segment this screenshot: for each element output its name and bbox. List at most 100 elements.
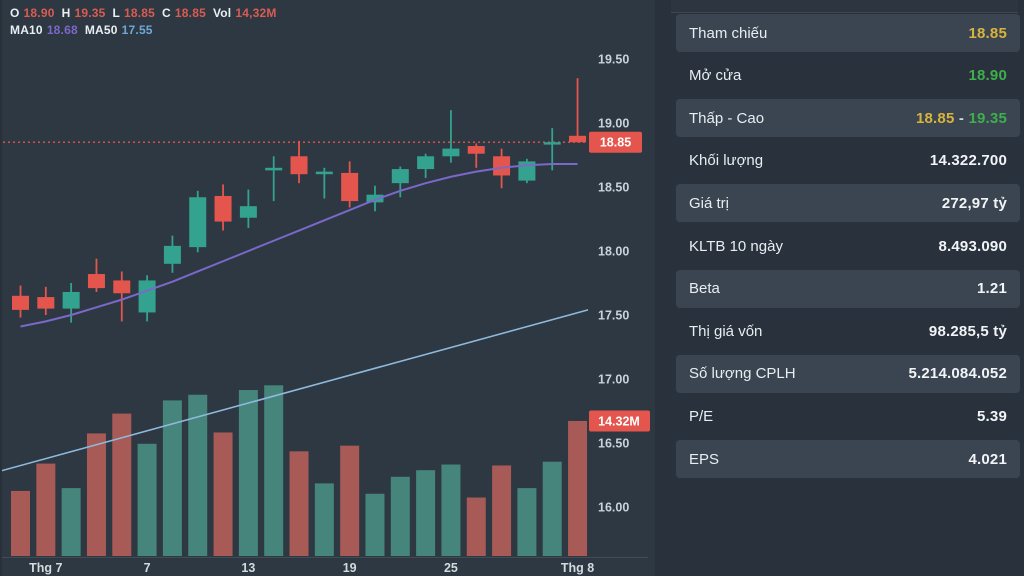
legend-label: Vol bbox=[212, 6, 232, 20]
volume-bar bbox=[112, 413, 132, 556]
panel-row-value: 18.90 bbox=[968, 67, 1007, 84]
volume-bar bbox=[365, 493, 385, 556]
x-axis-tick: 25 bbox=[444, 561, 458, 575]
volume-bar bbox=[441, 464, 461, 556]
ma-legend-label: MA50 bbox=[84, 23, 118, 37]
candle-body bbox=[214, 195, 232, 222]
legend-label: L bbox=[112, 6, 121, 20]
volume-bar bbox=[162, 400, 182, 556]
x-axis-tick: Thg 7 bbox=[29, 561, 62, 575]
panel-value-segment: - bbox=[954, 109, 969, 127]
panel-value-segment: 18.90 bbox=[968, 67, 1007, 85]
panel-row-label: Khối lượng bbox=[689, 152, 764, 170]
candle-body bbox=[366, 194, 384, 203]
panel-row-10: P/E 5.39 bbox=[676, 397, 1020, 435]
panel-value-segment: 4.021 bbox=[968, 450, 1007, 468]
panel-row-1: Tham chiếu 18.85 bbox=[676, 14, 1020, 52]
panel-row-label: Thấp - Cao bbox=[689, 109, 765, 127]
candlestick-chart[interactable]: 19.50 19.00 18.50 18.00 17.50 17.00 16.50 16.00… bbox=[0, 0, 655, 576]
candle-body bbox=[113, 280, 131, 294]
volume-bar bbox=[517, 488, 537, 556]
legend-value: 18.85 bbox=[174, 6, 206, 20]
legend-label: O bbox=[10, 6, 20, 20]
last-price-tag: 18.85 bbox=[589, 131, 642, 153]
legend-label: C bbox=[162, 6, 171, 20]
ma-legend-value: 17.55 bbox=[121, 23, 153, 37]
legend-value: 18.85 bbox=[124, 6, 156, 20]
panel-row-5: Giá trị 272,97 tỷ bbox=[676, 184, 1020, 223]
candle-body bbox=[189, 197, 207, 248]
ma-legend-label: MA10 bbox=[10, 23, 43, 37]
svg-text:18.85: 18.85 bbox=[600, 136, 631, 150]
y-axis-tick: 16.00 bbox=[598, 501, 629, 515]
volume-bar bbox=[213, 432, 233, 556]
panel-row-9: Số lượng CPLH 5.214.084.052 bbox=[676, 354, 1020, 393]
panel-row-value: 98.285,5 tỷ bbox=[929, 323, 1007, 340]
panel-row-value: 18.85 - 19.35 bbox=[916, 110, 1007, 127]
panel-row-label: Giá trị bbox=[689, 194, 730, 212]
candle-body bbox=[493, 156, 511, 176]
y-axis-labels: 19.50 19.00 18.50 18.00 17.50 17.00 16.50 16.00 bbox=[598, 53, 629, 515]
window-left-edge bbox=[0, 0, 2, 576]
panel-row-value: 4.021 bbox=[968, 451, 1007, 468]
volume-bar bbox=[289, 451, 309, 556]
legend-value: 19.35 bbox=[74, 6, 106, 20]
price-chart-pane[interactable]: 19.50 19.00 18.50 18.00 17.50 17.00 16.50 16.00… bbox=[0, 0, 655, 576]
panel-row-7: Beta 1.21 bbox=[676, 269, 1020, 308]
y-axis-tick: 19.50 bbox=[598, 53, 629, 67]
candle-body bbox=[163, 245, 181, 264]
panel-row-value: 272,97 tỷ bbox=[942, 195, 1007, 212]
svg-text:14.32M: 14.32M bbox=[598, 414, 640, 428]
y-axis-tick: 19.00 bbox=[598, 117, 629, 131]
volume-bar bbox=[542, 461, 562, 556]
panel-row-3: Thấp - Cao 18.85 - 19.35 bbox=[676, 99, 1020, 138]
volume-bar bbox=[188, 394, 208, 556]
panel-row-11: EPS 4.021 bbox=[676, 440, 1020, 478]
candle-body bbox=[315, 171, 333, 175]
ma-legend-value: 18.68 bbox=[46, 23, 78, 37]
panel-row-label: EPS bbox=[689, 450, 720, 468]
panel-cutoff-row bbox=[671, 0, 1018, 13]
candle-body bbox=[138, 280, 156, 313]
candle-body bbox=[37, 297, 55, 309]
panel-row-value: 1.21 bbox=[977, 280, 1007, 297]
volume-bar bbox=[86, 433, 106, 556]
candle-body bbox=[543, 142, 561, 145]
volume-bar bbox=[314, 483, 334, 556]
volume-bar bbox=[264, 385, 284, 556]
volume-bar bbox=[466, 497, 486, 556]
ohlc-legend-line: O 18.90 H 19.35 L 18.85 C 18.85 Vol 14,32M bbox=[10, 5, 284, 22]
stock-info-panel: Tham chiếu 18.85 Mở cửa 18.90 Thấp - Cao 18.8… bbox=[655, 0, 1024, 576]
volume-bar bbox=[416, 470, 436, 556]
candle-body bbox=[391, 169, 409, 184]
panel-value-segment: 98.285,5 tỷ bbox=[928, 322, 1007, 340]
panel-row-label: Số lượng CPLH bbox=[689, 365, 796, 383]
volume-bar bbox=[61, 488, 81, 556]
panel-value-segment: 5.214.084.052 bbox=[908, 365, 1007, 383]
legend-value: 18.90 bbox=[23, 6, 55, 20]
volume-tag: 14.32M bbox=[589, 410, 650, 432]
candles-layer bbox=[12, 78, 587, 323]
panel-row-2: Mở cửa 18.90 bbox=[676, 57, 1020, 95]
panel-row-value: 14.322.700 bbox=[930, 152, 1007, 169]
candle-body bbox=[341, 172, 359, 202]
volume-bar bbox=[11, 490, 30, 556]
candle-body bbox=[467, 146, 485, 154]
candle-body bbox=[239, 206, 257, 218]
panel-row-label: Mở cửa bbox=[689, 67, 742, 85]
candle-body bbox=[290, 156, 308, 175]
x-axis-tick: Thg 8 bbox=[561, 561, 594, 575]
ma-legend-line: MA10 18.68 MA50 17.55 bbox=[10, 22, 284, 39]
panel-value-segment: 19.35 bbox=[968, 109, 1007, 127]
x-axis-tick: 7 bbox=[144, 561, 151, 575]
panel-row-value: 5.39 bbox=[977, 408, 1007, 425]
panel-row-value: 18.85 bbox=[968, 25, 1007, 42]
x-axis-labels: Thg 7 7 13 19 25 Thg 8 bbox=[29, 561, 594, 575]
legend-label: H bbox=[61, 6, 71, 20]
panel-row-label: P/E bbox=[689, 407, 714, 425]
ma10-line bbox=[20, 162, 578, 328]
panel-row-label: Tham chiếu bbox=[689, 24, 768, 42]
panel-row-8: Thị giá vốn 98.285,5 tỷ bbox=[676, 312, 1020, 350]
panel-value-segment: 14.322.700 bbox=[929, 152, 1007, 170]
